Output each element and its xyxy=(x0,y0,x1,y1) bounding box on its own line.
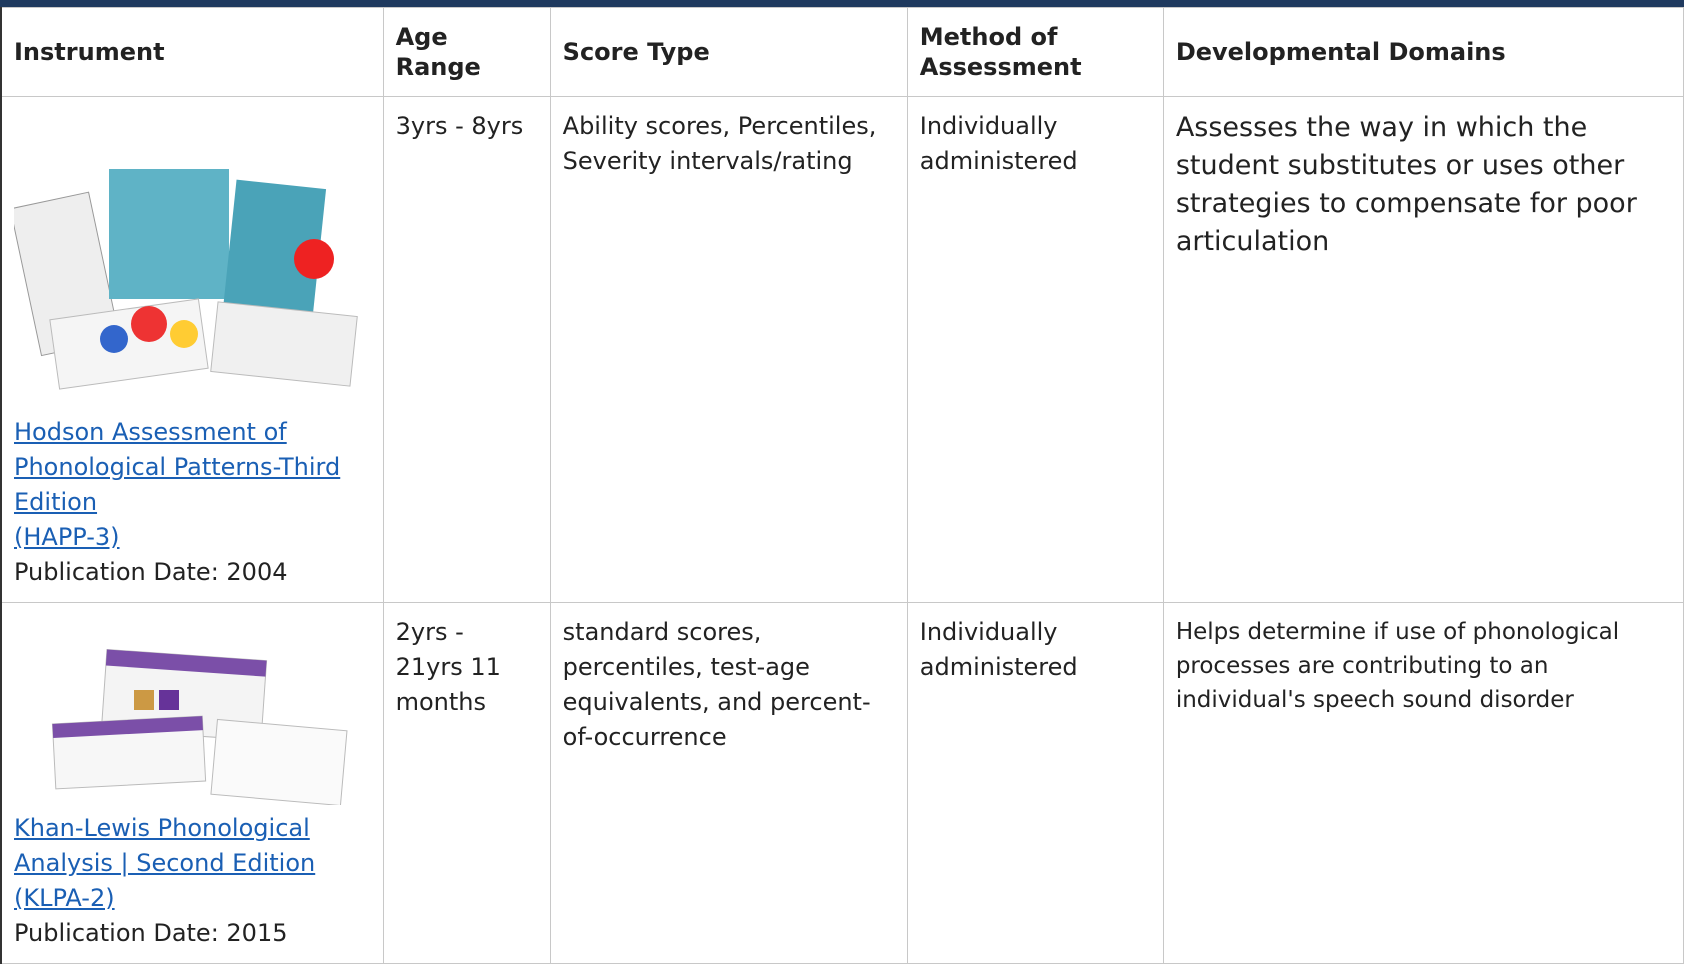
header-cell: Age Range xyxy=(382,7,551,97)
method-cell: Individually administered xyxy=(906,602,1164,964)
instrument-cell: Khan-Lewis Phonological Analysis | Secon… xyxy=(0,602,384,964)
row: Hodson Assessment of Phonological Patter… xyxy=(0,96,1684,603)
header-cell: Developmental Domains xyxy=(1162,7,1684,97)
score-type-cell: standard scores, percentiles, test-age e… xyxy=(549,602,908,964)
assessment-table: Instrument Age Range Score Type Method o… xyxy=(0,7,1684,964)
instrument-abbr-link[interactable]: (HAPP-3) xyxy=(14,523,120,551)
domains-cell: Assesses the way in which the student su… xyxy=(1162,96,1684,603)
instrument-abbr-link[interactable]: (KLPA-2) xyxy=(14,884,115,912)
row: Khan-Lewis Phonological Analysis | Secon… xyxy=(0,602,1684,964)
score-type-cell: Ability scores, Percentiles, Severity in… xyxy=(549,96,908,603)
product-image xyxy=(51,648,348,805)
age-range-cell: 3yrs - 8yrs xyxy=(382,96,551,603)
header-cell: Method of Assessment xyxy=(906,7,1164,97)
method-cell: Individually administered xyxy=(906,96,1164,603)
publication-date: Publication Date: 2015 xyxy=(14,919,288,947)
instrument-link[interactable]: Khan-Lewis Phonological Analysis | Secon… xyxy=(14,814,316,877)
instrument-cell: Hodson Assessment of Phonological Patter… xyxy=(0,96,384,603)
header-cell: Score Type xyxy=(549,7,908,97)
top-bar xyxy=(0,0,1684,7)
header-row: Instrument Age Range Score Type Method o… xyxy=(0,7,1684,97)
domains-cell: Helps determine if use of phonological p… xyxy=(1162,602,1684,964)
product-image xyxy=(14,169,358,390)
publication-date: Publication Date: 2004 xyxy=(14,558,288,586)
age-range-cell: 2yrs - 21yrs 11 months xyxy=(382,602,551,964)
instrument-link[interactable]: Hodson Assessment of Phonological Patter… xyxy=(14,418,341,516)
header-cell: Instrument xyxy=(0,7,384,97)
